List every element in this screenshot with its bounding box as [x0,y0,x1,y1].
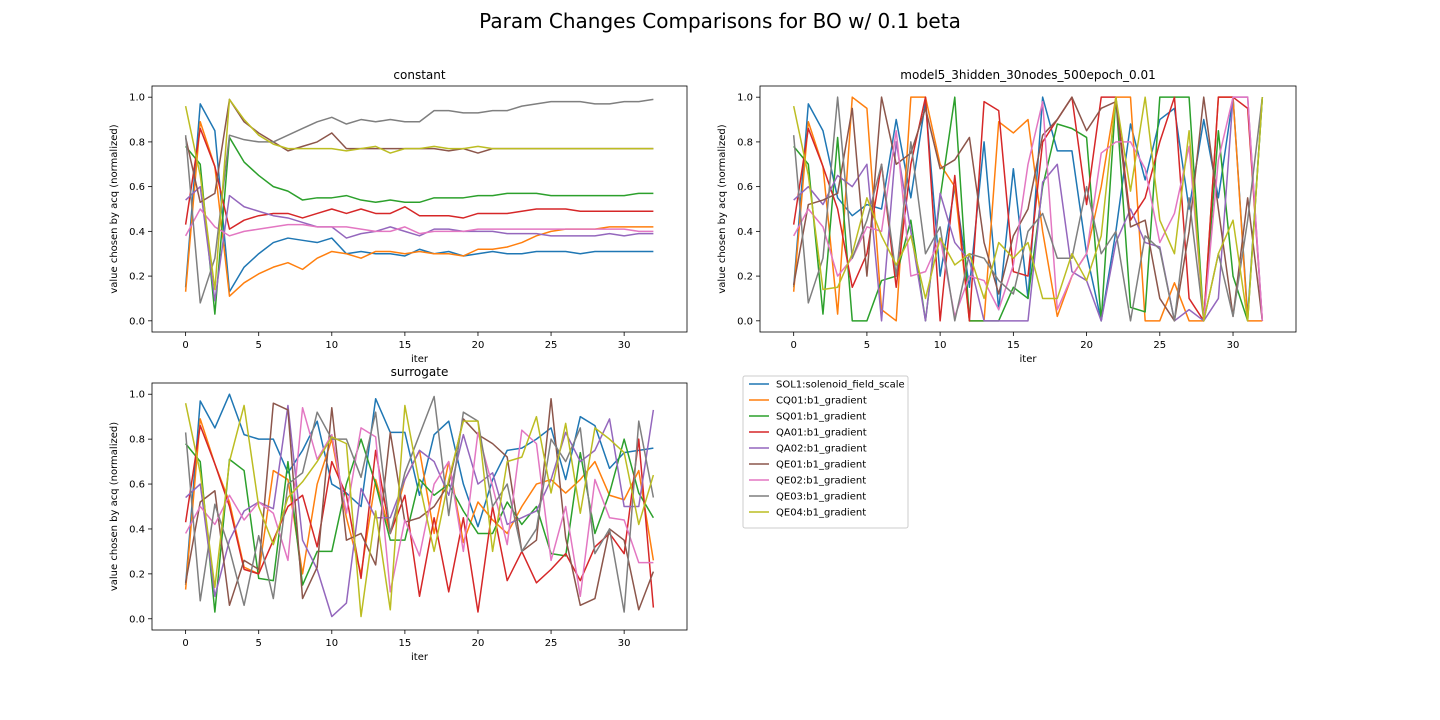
legend-label: CQ01:b1_gradient [776,396,867,407]
series-line [184,395,655,613]
legend-entry: QA02:b1_gradient [749,444,867,455]
chart-title: model5_3hidden_30nodes_500epoch_0.01 [900,68,1155,82]
legend-entry: QE01:b1_gradient [749,460,866,471]
y-tick-label: 1.0 [129,390,145,401]
chart-panel-1: 0 5 10 15 20 25 30 0.0 0.2 0.4 0.6 0.8 1.0 model5_3hi… [717,68,1297,365]
y-tick-label: 1.0 [737,93,753,104]
x-tick-label: 25 [545,340,558,351]
y-axis-label: value chosen by acq (normalized) [109,124,120,293]
series-line [184,98,654,304]
series-line [185,136,654,315]
x-tick-label: 0 [790,340,796,351]
series-line [185,404,655,618]
series-line [792,96,1264,322]
series-line [184,103,654,293]
x-tick-label: 5 [256,638,262,649]
x-tick-label: 15 [399,638,412,649]
y-axis-label: value chosen by acq (normalized) [717,124,728,293]
x-tick-label: 10 [325,638,338,649]
series-line [184,98,654,291]
x-tick-label: 10 [934,340,947,351]
x-tick-label: 30 [1227,340,1240,351]
y-tick-label: 0.4 [129,227,145,238]
legend-entry: SQ01:b1_gradient [749,412,866,423]
legend-label: QA01:b1_gradient [776,428,867,439]
legend-entry: QA01:b1_gradient [749,428,867,439]
legend-entry: QE04:b1_gradient [749,508,866,519]
chart-title: surrogate [391,365,449,379]
y-tick-label: 0.6 [129,480,145,491]
x-tick-label: 20 [472,638,485,649]
x-tick-label: 5 [864,340,870,351]
series-line [185,185,654,302]
y-tick-label: 0.8 [129,137,145,148]
legend-entry: CQ01:b1_gradient [749,396,867,407]
x-axis-label: iter [1020,354,1038,365]
x-tick-label: 20 [1080,340,1093,351]
legend-label: QE01:b1_gradient [776,460,866,471]
y-tick-label: 0.6 [737,182,753,193]
x-tick-label: 0 [182,340,188,351]
x-tick-label: 30 [618,638,631,649]
series-line [184,424,655,613]
x-tick-label: 25 [1153,340,1166,351]
legend-label: QE02:b1_gradient [776,476,866,487]
plot-frame [151,382,688,631]
legend-label: QE04:b1_gradient [776,508,866,519]
x-tick-label: 15 [1007,340,1020,351]
x-axis-label: iter [411,652,429,663]
series-group [184,393,655,618]
plot-frame [759,85,1297,333]
chart-panel-0: 0 5 10 15 20 25 30 0.0 0.2 0.4 0.6 0.8 1.0 constant it… [109,68,688,365]
y-tick-label: 0.4 [737,227,753,238]
y-tick-label: 1.0 [129,93,145,104]
x-tick-label: 20 [472,340,485,351]
y-tick-label: 0.0 [129,614,145,625]
series-line [793,96,1264,322]
y-tick-label: 0.8 [737,137,753,148]
y-tick-label: 0.8 [129,435,145,446]
series-line [184,208,654,237]
legend-entry: QE03:b1_gradient [749,492,866,503]
legend-label: SQ01:b1_gradient [776,412,866,423]
y-tick-label: 0.4 [129,524,145,535]
series-line [792,96,1264,322]
chart-panel-2: 0 5 10 15 20 25 30 0.0 0.2 0.4 0.6 0.8 1.0 surrogate i… [109,365,688,663]
figure-suptitle: Param Changes Comparisons for BO w/ 0.1 … [479,9,961,33]
x-tick-label: 0 [182,638,188,649]
x-axis-label: iter [411,354,429,365]
series-group [792,96,1264,322]
series-line [792,96,1264,322]
x-tick-label: 5 [256,340,262,351]
x-tick-label: 30 [618,340,631,351]
legend-entry: SOL1:solenoid_field_scale [749,380,905,391]
y-tick-label: 0.6 [129,182,145,193]
x-tick-label: 15 [399,340,412,351]
legend-entry: QE02:b1_gradient [749,476,866,487]
series-line [184,127,654,230]
y-tick-label: 0.2 [129,272,145,283]
series-group [184,98,654,315]
legend-label: SOL1:solenoid_field_scale [776,380,905,391]
plot-frame [151,85,688,333]
legend-label: QE03:b1_gradient [776,492,866,503]
series-line [184,397,655,611]
y-tick-label: 0.0 [129,316,145,327]
legend-frame [742,375,909,529]
legend: SOL1:solenoid_field_scale CQ01:b1_gradien… [742,375,909,529]
y-tick-label: 0.2 [129,569,145,580]
series-line [792,96,1263,322]
y-tick-label: 0.2 [737,272,753,283]
chart-title: constant [393,68,445,82]
y-axis-label: value chosen by acq (normalized) [109,422,120,591]
legend-label: QA02:b1_gradient [776,444,867,455]
x-tick-label: 25 [545,638,558,649]
x-tick-label: 10 [325,340,338,351]
y-tick-label: 0.0 [737,316,753,327]
series-line [184,406,654,598]
series-line [184,403,655,618]
